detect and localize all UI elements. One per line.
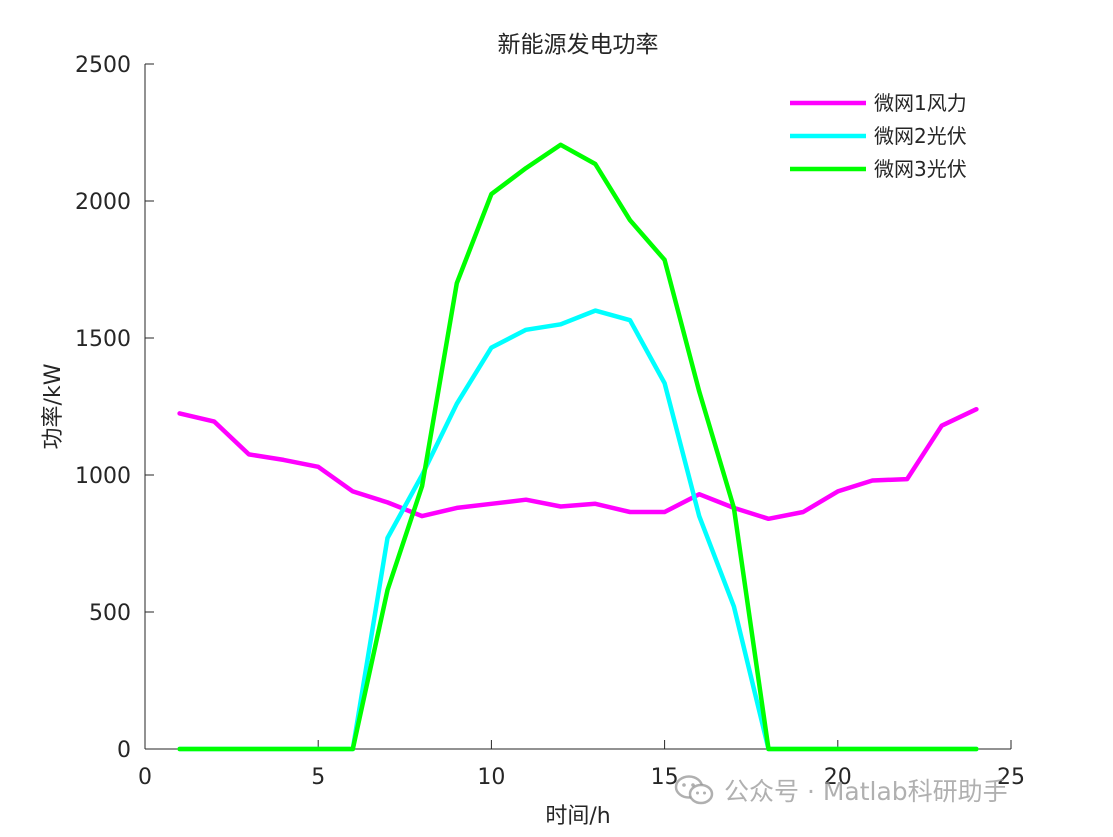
x-tick-label: 10: [477, 765, 505, 790]
x-tick-label: 20: [824, 765, 852, 790]
watermark: 公众号 · Matlab科研助手: [674, 772, 1008, 808]
x-tick-label: 0: [138, 765, 152, 790]
watermark-text: 公众号 · Matlab科研助手: [724, 777, 1008, 806]
y-tick-label: 2500: [75, 53, 131, 78]
y-tick-label: 2000: [75, 190, 131, 215]
axes: 0 5 10 15 20 25 0 500 1000 1500 2000 2500: [75, 53, 1025, 790]
chart-title: 新能源发电功率: [498, 32, 659, 58]
y-axis-title: 功率/kW: [41, 363, 66, 449]
legend-label-3: 微网3光伏: [874, 157, 967, 181]
y-tick-label: 1500: [75, 327, 131, 352]
series-line-3: [177, 142, 979, 752]
x-axis-title: 时间/h: [545, 804, 610, 829]
wechat-icon: [674, 775, 714, 805]
series-layer: [177, 142, 979, 752]
legend-label-1: 微网1风力: [874, 91, 967, 115]
x-tick-label: 15: [651, 765, 679, 790]
legend-label-2: 微网2光伏: [874, 124, 967, 148]
series-line-1: [177, 406, 979, 522]
y-tick-label: 0: [117, 738, 131, 763]
y-tick-label: 500: [89, 601, 131, 626]
x-tick-label: 25: [997, 765, 1025, 790]
x-tick-label: 5: [311, 765, 325, 790]
y-tick-label: 1000: [75, 464, 131, 489]
series-line-2: [177, 308, 979, 752]
